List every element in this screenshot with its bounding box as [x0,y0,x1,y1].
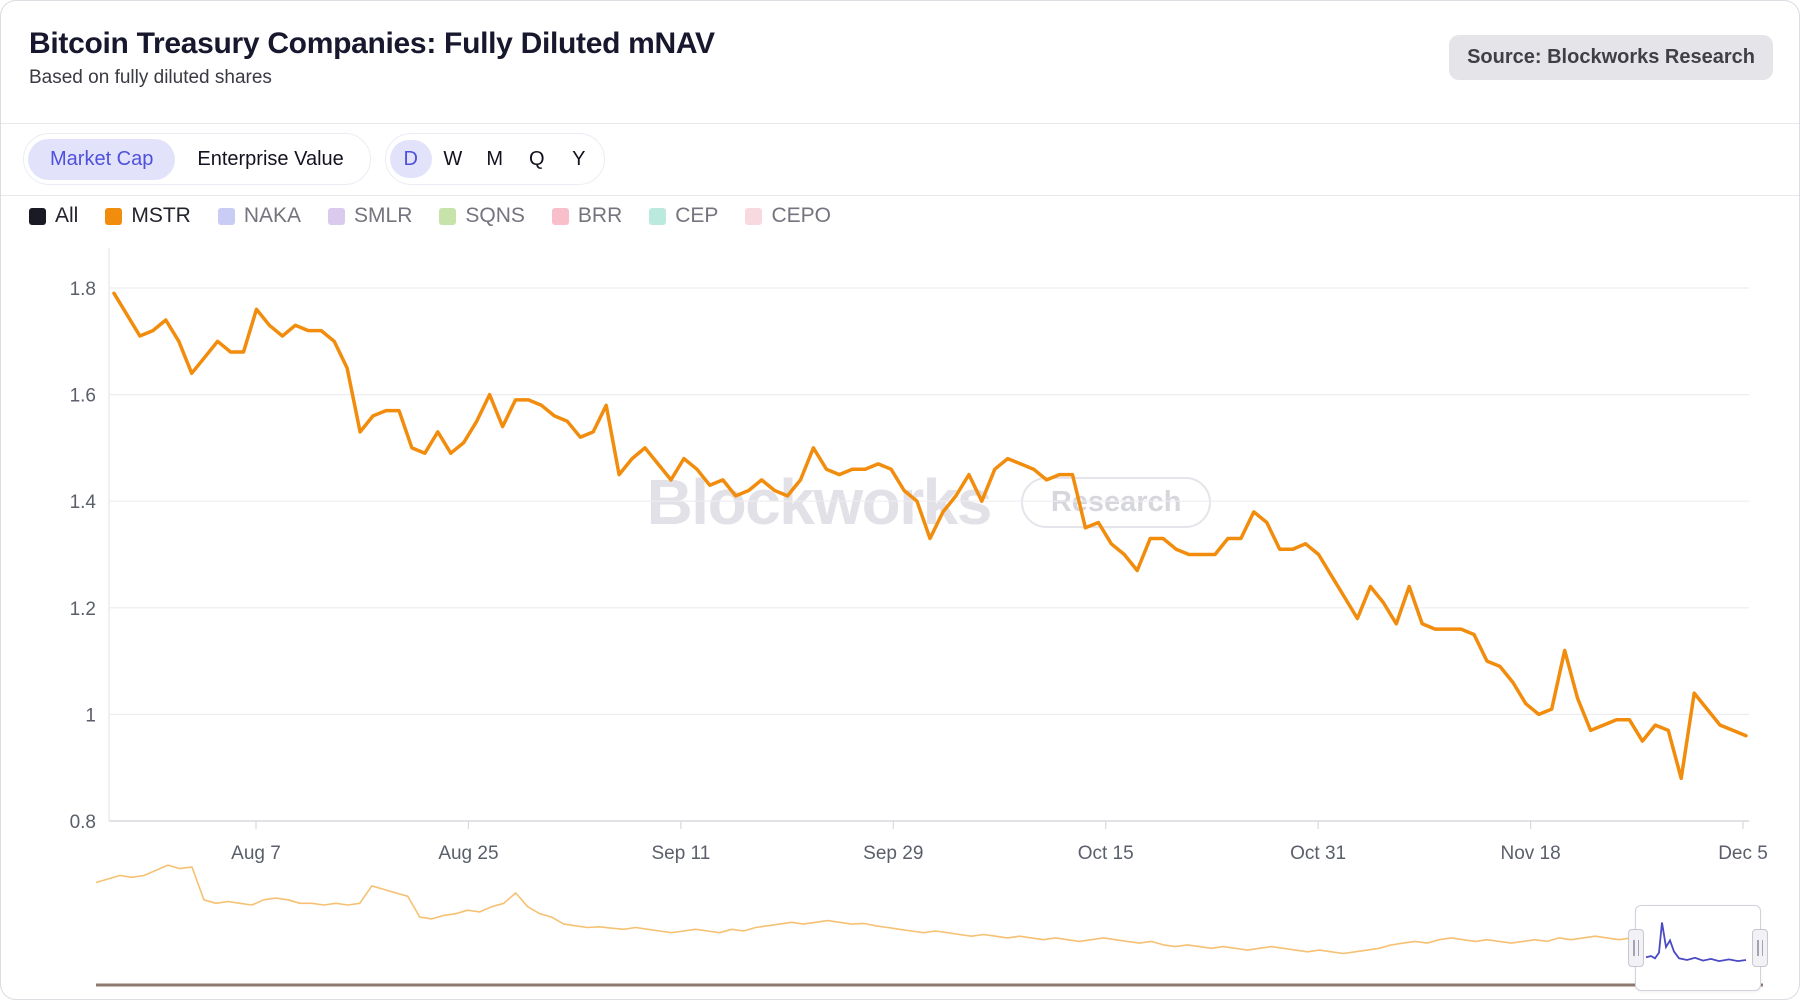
series-legend: All MSTR NAKA SMLR SQNS BRR CEP CEPO [29,204,831,228]
svg-text:Sep 29: Sep 29 [863,843,923,864]
period-button-monthly[interactable]: M [486,147,504,170]
header-divider [1,123,1799,124]
watermark-research-pill: Research [1020,476,1212,528]
legend-item-sqns[interactable]: SQNS [439,204,525,228]
period-button-weekly[interactable]: W [443,147,463,170]
metric-toggle-market-cap[interactable]: Market Cap [28,138,176,180]
metric-toggle-enterprise-value[interactable]: Enterprise Value [197,147,344,170]
legend-swatch-cep [649,207,667,225]
legend-swatch-smlr [328,207,346,225]
svg-text:1.2: 1.2 [70,599,96,620]
period-button-quarterly[interactable]: Q [528,147,545,170]
legend-item-cep[interactable]: CEP [649,204,718,228]
navigator-selection-sparkline [1645,922,1747,963]
period-toggle-group: D W M Q Y [384,133,605,185]
svg-text:Aug 25: Aug 25 [438,843,498,864]
legend-item-all[interactable]: All [29,204,78,228]
navigator-left-handle[interactable] [1628,929,1644,967]
period-button-yearly[interactable]: Y [572,147,586,170]
chart-toolbar: Market Cap Enterprise Value D W M Q Y [23,133,605,185]
svg-text:Aug 7: Aug 7 [231,843,281,864]
svg-text:1.8: 1.8 [70,279,96,300]
svg-text:1: 1 [85,705,96,726]
source-badge: Source: Blockworks Research [1449,35,1773,80]
svg-text:Sep 11: Sep 11 [651,843,710,864]
legend-item-brr[interactable]: BRR [551,204,622,228]
page-title: Bitcoin Treasury Companies: Fully Dilute… [29,27,715,60]
legend-item-naka[interactable]: NAKA [217,204,301,228]
svg-text:Oct 15: Oct 15 [1078,843,1134,864]
page-subtitle: Based on fully diluted shares [29,67,272,88]
period-button-daily[interactable]: D [389,140,432,178]
svg-text:Oct 31: Oct 31 [1290,843,1346,864]
watermark: Blockworks Research [109,465,1749,539]
legend-swatch-brr [551,207,569,225]
svg-text:1.6: 1.6 [70,386,96,407]
legend-swatch-sqns [439,207,457,225]
toolbar-divider [1,195,1799,196]
navigator-selection-window[interactable] [1628,905,1768,991]
watermark-brand: Blockworks [646,466,993,538]
legend-item-cepo[interactable]: CEPO [745,204,831,228]
legend-swatch-naka [217,207,235,225]
legend-item-mstr[interactable]: MSTR [105,204,191,228]
navigator-right-handle[interactable] [1752,929,1768,967]
svg-text:0.8: 0.8 [70,812,96,833]
metric-toggle-group: Market Cap Enterprise Value [23,133,371,185]
legend-swatch-cepo [745,207,763,225]
legend-swatch-mstr [105,207,123,225]
svg-text:1.4: 1.4 [70,492,97,513]
legend-swatch-all [29,207,46,225]
legend-item-smlr[interactable]: SMLR [328,204,412,228]
svg-text:Dec 5: Dec 5 [1718,843,1768,864]
svg-text:Nov 18: Nov 18 [1500,843,1560,864]
